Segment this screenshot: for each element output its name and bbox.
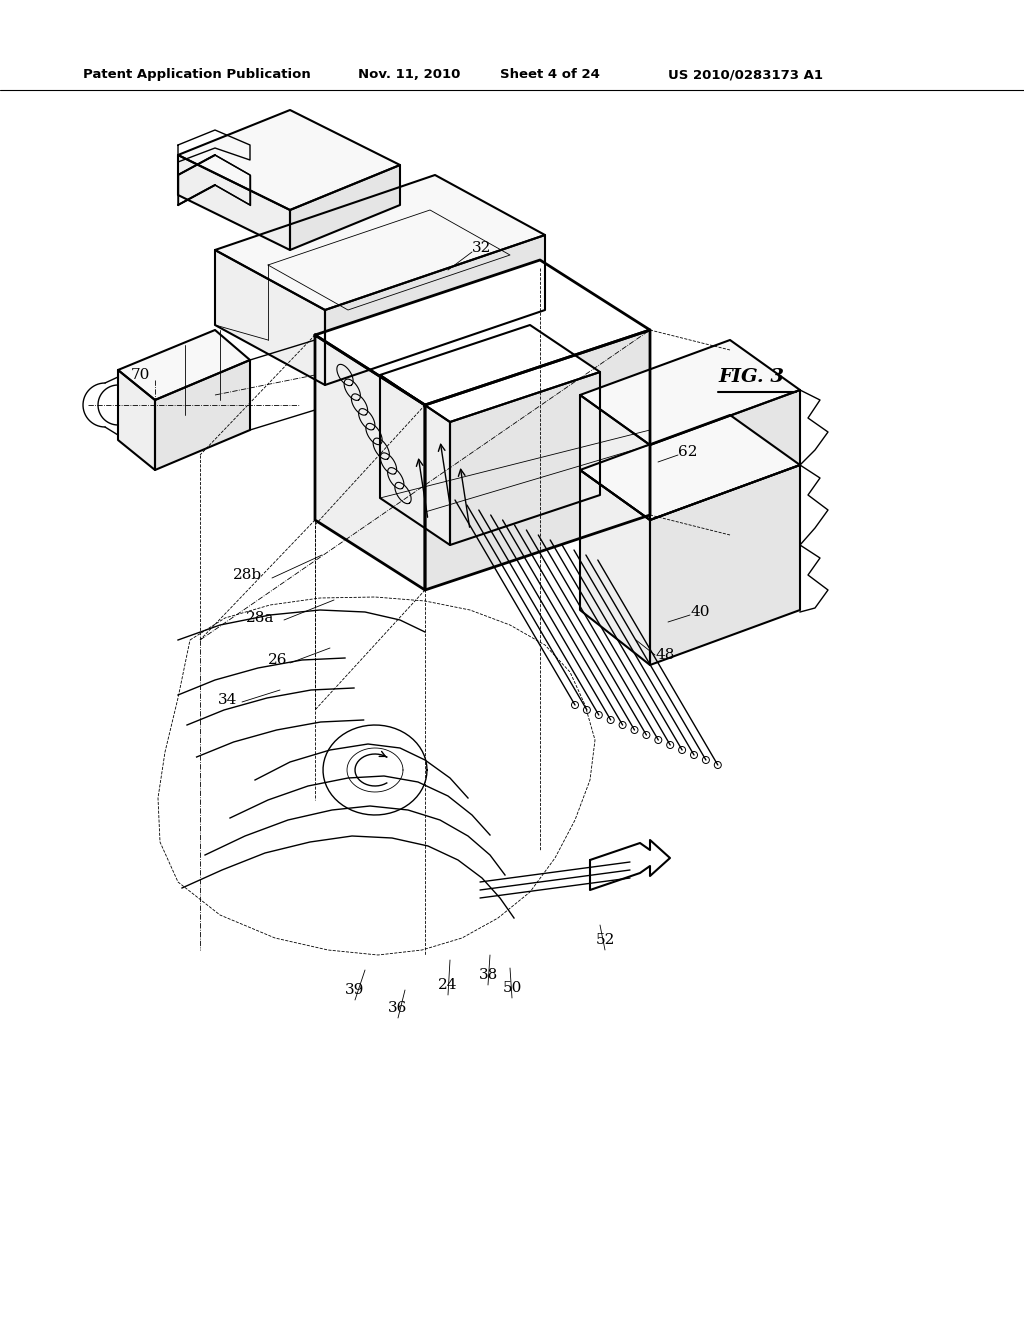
- Text: 26: 26: [268, 653, 288, 667]
- Text: 40: 40: [690, 605, 710, 619]
- Polygon shape: [450, 372, 600, 545]
- Text: Nov. 11, 2010: Nov. 11, 2010: [358, 69, 461, 81]
- Polygon shape: [315, 335, 425, 590]
- Polygon shape: [580, 395, 650, 520]
- Text: 38: 38: [478, 968, 498, 982]
- Polygon shape: [178, 154, 290, 249]
- Polygon shape: [580, 470, 650, 665]
- Polygon shape: [118, 330, 250, 400]
- Polygon shape: [325, 235, 545, 385]
- Text: 32: 32: [472, 242, 492, 255]
- Polygon shape: [380, 375, 450, 545]
- Polygon shape: [315, 260, 650, 405]
- Text: 39: 39: [345, 983, 365, 997]
- Text: 70: 70: [130, 368, 150, 381]
- Polygon shape: [650, 465, 800, 665]
- Polygon shape: [215, 176, 545, 310]
- Text: 52: 52: [595, 933, 614, 946]
- Text: Patent Application Publication: Patent Application Publication: [83, 69, 310, 81]
- Polygon shape: [580, 414, 800, 520]
- Polygon shape: [290, 165, 400, 249]
- Text: US 2010/0283173 A1: US 2010/0283173 A1: [668, 69, 823, 81]
- Polygon shape: [650, 389, 800, 520]
- Polygon shape: [590, 840, 670, 890]
- Text: Sheet 4 of 24: Sheet 4 of 24: [500, 69, 600, 81]
- Polygon shape: [118, 370, 155, 470]
- Polygon shape: [155, 360, 250, 470]
- Text: 48: 48: [655, 648, 675, 663]
- Polygon shape: [580, 341, 800, 445]
- Text: 62: 62: [678, 445, 697, 459]
- Polygon shape: [425, 330, 650, 590]
- Text: 24: 24: [438, 978, 458, 993]
- Text: 28a: 28a: [246, 611, 274, 624]
- Polygon shape: [178, 110, 400, 210]
- Polygon shape: [215, 249, 325, 385]
- Text: 34: 34: [218, 693, 238, 708]
- Text: 36: 36: [388, 1001, 408, 1015]
- Text: 28b: 28b: [233, 568, 262, 582]
- Text: 50: 50: [503, 981, 521, 995]
- Text: FIG. 3: FIG. 3: [718, 368, 784, 385]
- Polygon shape: [380, 325, 600, 422]
